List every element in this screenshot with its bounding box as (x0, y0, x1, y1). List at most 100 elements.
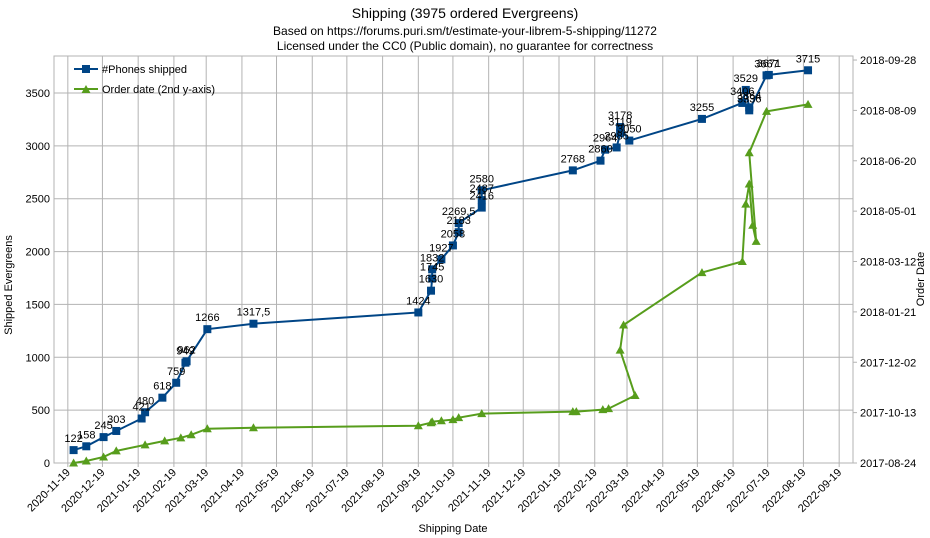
data-label: 3406 (730, 86, 754, 98)
phones-shipped-point (69, 446, 78, 455)
phones-shipped-point (437, 255, 446, 264)
y2-tick-label: 2018-01-21 (860, 307, 916, 319)
phones-shipped-point (625, 136, 634, 145)
phones-shipped-point (203, 325, 212, 334)
order-date-point (454, 413, 464, 422)
data-label: 2269,5 (442, 206, 476, 218)
data-label: 3050 (617, 124, 641, 136)
data-label: 480 (136, 395, 154, 407)
data-label: 158 (77, 429, 95, 441)
order-date-point (448, 415, 458, 424)
phones-shipped-point (137, 414, 146, 423)
legend: #Phones shipped Order date (2nd y-axis) (74, 64, 215, 96)
data-label: 122 (64, 433, 82, 445)
plot-area-frame (53, 55, 854, 464)
grid-lines (54, 56, 853, 464)
phones-shipped-point (82, 442, 91, 451)
chart-title: Shipping (3975 ordered Evergreens) (352, 5, 578, 21)
data-label: 2487 (470, 183, 494, 195)
order-date-point (571, 407, 581, 416)
phones-shipped-series (69, 66, 813, 455)
order-date-point (744, 179, 754, 188)
order-date-point (751, 236, 761, 245)
phones-shipped-point (601, 145, 610, 154)
order-date-point (248, 423, 258, 432)
order-date-series (69, 99, 813, 467)
phones-shipped-point (616, 129, 625, 138)
data-label: 962 (177, 344, 195, 356)
order-date-point (697, 268, 707, 277)
phones-shipped-point (477, 196, 486, 205)
phones-shipped-point (612, 143, 621, 152)
phones-shipped-point (804, 66, 813, 75)
y2-tick-label: 2017-08-24 (860, 458, 916, 470)
data-label: 759 (167, 366, 185, 378)
data-label: 2985 (604, 130, 628, 142)
data-label: 3255 (690, 102, 714, 114)
phones-shipped-point (764, 70, 773, 79)
y-tick-label: 1000 (26, 352, 50, 364)
order-date-point (140, 440, 150, 449)
phones-shipped-point (738, 98, 747, 107)
phones-shipped-point (477, 186, 486, 195)
y2-tick-label: 2018-09-28 (860, 55, 916, 67)
phones-shipped-point (745, 106, 754, 115)
data-label: 3336 (737, 93, 761, 105)
order-date-point (619, 320, 629, 329)
y2-tick-label: 2018-05-01 (860, 206, 916, 218)
legend-marker-order-date (81, 85, 91, 93)
phones-shipped-point (427, 286, 436, 295)
data-label: 618 (153, 381, 171, 393)
order-date-point (176, 433, 186, 442)
order-date-point (477, 409, 487, 418)
y-tick-label: 2000 (26, 247, 50, 259)
data-label: 1927 (429, 242, 453, 254)
phones-shipped-point (697, 114, 706, 123)
order-date-point (111, 446, 121, 455)
order-date-point (762, 106, 772, 115)
order-date-point (604, 404, 614, 413)
phones-shipped-point (141, 408, 150, 417)
phones-shipped-point (428, 274, 437, 283)
order-date-point (160, 436, 170, 445)
axes: 2020-11-192020-12-192021-01-192021-02-19… (25, 55, 916, 515)
order-date-point (748, 220, 758, 229)
phones-shipped-point (448, 241, 457, 250)
order-date-point (737, 257, 747, 266)
order-date-point (81, 456, 91, 465)
y2-tick-label: 2018-03-12 (860, 257, 916, 269)
y-tick-label: 2500 (26, 194, 50, 206)
y2-tick-label: 2018-06-20 (860, 156, 916, 168)
y2-tick-label: 2017-12-02 (860, 357, 916, 369)
data-label: 2058 (441, 228, 465, 240)
data-label: 3667 (754, 58, 778, 70)
order-date-point (436, 416, 446, 425)
order-date-point (413, 421, 423, 430)
phones-shipped-point (454, 228, 463, 237)
data-label: 1424 (406, 295, 430, 307)
phones-shipped-point (477, 203, 486, 212)
phones-shipped-point (454, 219, 463, 228)
legend-label-phones: #Phones shipped (102, 64, 187, 76)
order-date-point (99, 452, 109, 461)
order-date-point (69, 458, 79, 467)
data-label: 2860 (588, 144, 612, 156)
data-label: 2768 (561, 153, 585, 165)
order-date-point (630, 391, 640, 400)
data-label: 1832 (420, 252, 444, 264)
data-label: 2416 (470, 191, 494, 203)
data-label: 3715 (796, 53, 820, 65)
phones-shipped-point (99, 433, 108, 442)
phones-shipped-point (112, 426, 121, 435)
data-label: 1630 (419, 274, 443, 286)
phones-shipped-point (172, 378, 181, 387)
y-tick-label: 1500 (26, 299, 50, 311)
y-tick-label: 0 (44, 458, 50, 470)
y2-tick-label: 2018-08-09 (860, 105, 916, 117)
phones-shipped-point (414, 308, 423, 317)
data-label: 3529 (734, 73, 758, 85)
order-date-point (744, 148, 754, 157)
data-label: 421 (132, 401, 150, 413)
